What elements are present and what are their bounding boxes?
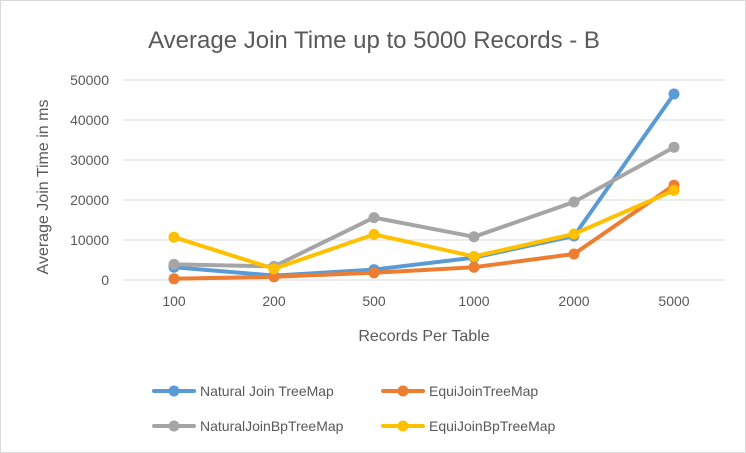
series-line xyxy=(172,145,676,269)
data-point xyxy=(168,231,180,243)
data-point xyxy=(368,267,380,279)
y-tick-label: 50000 xyxy=(70,72,109,88)
gridlines xyxy=(124,79,724,281)
y-tick-label: 30000 xyxy=(70,152,109,168)
y-axis-ticks: 0 10000 20000 30000 40000 50000 xyxy=(70,72,109,288)
y-tick-label: 20000 xyxy=(70,192,109,208)
data-point xyxy=(568,248,580,260)
x-tick-label: 500 xyxy=(362,293,386,309)
legend-item: EquiJoinBpTreeMap xyxy=(381,418,556,434)
legend: Natural Join TreeMap EquiJoinTreeMap Natur… xyxy=(152,383,556,434)
data-point xyxy=(368,228,380,240)
data-point xyxy=(468,261,480,273)
y-tick-label: 40000 xyxy=(70,112,109,128)
legend-swatch-marker xyxy=(168,420,180,432)
series-3 xyxy=(168,141,680,272)
x-axis-title: Records Per Table xyxy=(358,328,489,345)
y-tick-label: 10000 xyxy=(70,232,109,248)
legend-label: EquiJoinBpTreeMap xyxy=(429,418,556,434)
x-tick-label: 5000 xyxy=(658,293,689,309)
data-point xyxy=(568,196,580,208)
legend-label: EquiJoinTreeMap xyxy=(429,383,538,399)
y-axis-title: Average Join Time in ms xyxy=(35,100,52,275)
data-point xyxy=(368,212,380,224)
series-layer xyxy=(168,88,680,285)
data-point xyxy=(568,228,580,240)
data-point xyxy=(668,184,680,196)
legend-item: EquiJoinTreeMap xyxy=(381,383,538,399)
legend-swatch-marker xyxy=(168,385,180,397)
legend-swatch-marker xyxy=(397,420,409,432)
data-point xyxy=(268,271,280,283)
data-point xyxy=(468,250,480,262)
series-line xyxy=(172,183,676,281)
x-tick-label: 100 xyxy=(162,293,186,309)
data-point xyxy=(168,273,180,285)
y-tick-label: 0 xyxy=(101,272,109,288)
legend-label: Natural Join TreeMap xyxy=(200,383,334,399)
legend-item: NaturalJoinBpTreeMap xyxy=(152,418,344,434)
series-line xyxy=(172,188,676,271)
x-tick-label: 1000 xyxy=(458,293,489,309)
series-2 xyxy=(168,179,680,285)
chart-title: Average Join Time up to 5000 Records - B xyxy=(148,27,600,54)
x-tick-label: 200 xyxy=(262,293,286,309)
legend-label: NaturalJoinBpTreeMap xyxy=(200,418,344,434)
data-point xyxy=(468,231,480,243)
series-4 xyxy=(168,184,680,275)
series-line xyxy=(172,92,676,278)
data-point xyxy=(168,258,180,270)
data-point xyxy=(668,141,680,153)
data-point xyxy=(268,263,280,275)
x-axis-ticks: 100 200 500 1000 2000 5000 xyxy=(162,293,689,309)
legend-swatch-marker xyxy=(397,385,409,397)
data-point xyxy=(668,88,680,100)
legend-item: Natural Join TreeMap xyxy=(152,383,334,399)
x-tick-label: 2000 xyxy=(558,293,589,309)
